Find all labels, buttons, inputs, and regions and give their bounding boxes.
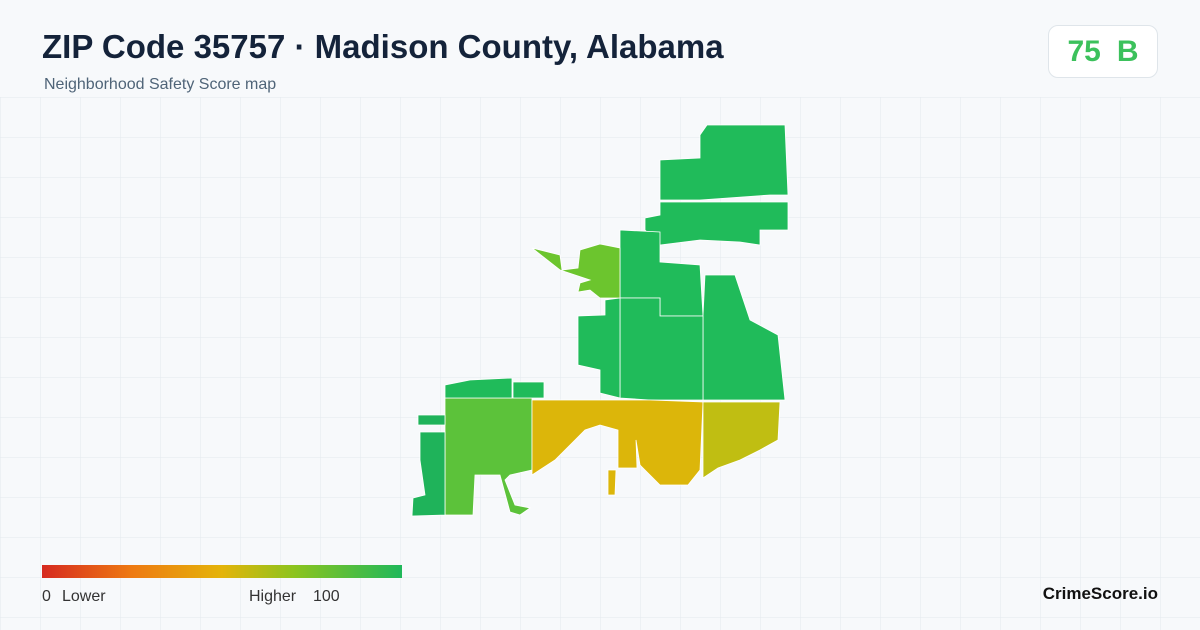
- region: [531, 399, 704, 486]
- region: [607, 469, 617, 496]
- region: [619, 297, 704, 401]
- region: [417, 414, 446, 426]
- legend-max: 100: [313, 588, 340, 605]
- title: ZIP Code 35757 · Madison County, Alabama: [42, 28, 724, 65]
- grade: B: [1116, 34, 1139, 68]
- region: [531, 243, 621, 299]
- region: [444, 397, 533, 516]
- legend-min: 0: [42, 588, 51, 605]
- score: 75: [1067, 34, 1101, 68]
- region: [659, 124, 789, 201]
- legend-max-label: Higher: [249, 588, 297, 605]
- legend-gradient: [42, 565, 402, 578]
- region: [702, 401, 781, 479]
- region: [577, 297, 621, 399]
- subtitle: Neighborhood Safety Score map: [44, 76, 277, 93]
- region: [444, 377, 513, 399]
- region: [411, 431, 446, 517]
- legend-min-label: Lower: [62, 588, 106, 605]
- region: [512, 381, 545, 399]
- brand: CrimeScore.io: [1042, 584, 1158, 603]
- region: [644, 201, 789, 246]
- score-badge: 75 B: [1048, 25, 1158, 78]
- zip-regions: [411, 124, 789, 517]
